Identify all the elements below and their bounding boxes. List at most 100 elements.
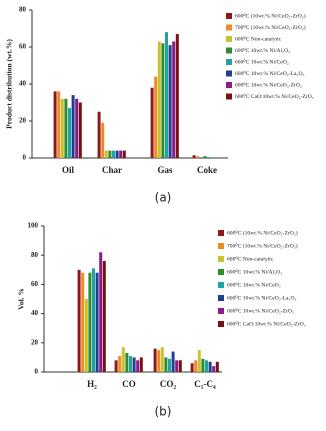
bar — [102, 261, 106, 372]
legend-label: 600⁰C (10wt.% Ni/CeO₂-ZrO₂) — [227, 229, 298, 236]
bar — [190, 363, 194, 372]
bar — [201, 358, 205, 372]
y-tick-label: 80 — [19, 6, 27, 14]
y-axis-label: Vol. % — [17, 288, 26, 310]
bar — [104, 150, 108, 158]
bar — [81, 272, 85, 372]
bar — [60, 98, 64, 158]
legend-label: 700⁰C (10wt.% Ni/CeO₂-ZrO₂) — [227, 242, 298, 249]
bar — [99, 252, 103, 372]
legend-label: 600⁰C 10wt.% Ni/Al₂O₃ — [227, 268, 282, 275]
legend-label: 600⁰C 10wt.% Ni/CeO₂ — [235, 58, 289, 65]
bar — [129, 355, 132, 372]
bar — [192, 155, 196, 158]
bar — [75, 98, 79, 158]
bar — [175, 360, 179, 372]
legend-label: 600⁰C 10wt.% Ni/Al₂O₃ — [235, 47, 290, 54]
bar — [212, 366, 216, 372]
legend-swatch — [218, 282, 224, 288]
bar — [168, 45, 172, 158]
legend-swatch — [226, 47, 232, 54]
bar — [114, 360, 118, 372]
bar — [122, 150, 126, 158]
x-tick-label: H₂ — [87, 379, 97, 389]
legend-label: 600⁰C (10wt.% Ni/CeO₂-ZrO₂) — [235, 12, 306, 19]
bar — [157, 41, 161, 159]
legend-label: 600⁰C CaO:10wt.% Ni/CeO₂-ZrO₂ — [235, 93, 314, 100]
bar — [171, 351, 175, 372]
legend-swatch — [218, 243, 224, 249]
bar — [161, 43, 165, 158]
bar — [64, 98, 68, 158]
legend-label: 700⁰C (10wt.% Ni/CeO₂-ZrO₂) — [235, 24, 306, 31]
y-tick-label: 60 — [31, 280, 39, 288]
legend-swatch — [218, 230, 224, 236]
bar — [139, 357, 143, 372]
legend-swatch — [218, 295, 224, 301]
bar — [160, 347, 164, 372]
legend-label: 600⁰C CaO:10wt.% Ni/CeO₂-ZrO₂ — [227, 320, 306, 327]
x-tick-label: Coke — [197, 165, 217, 175]
legend-swatch — [226, 36, 232, 42]
bar — [154, 76, 158, 158]
bar — [108, 150, 112, 158]
legend-label: 600⁰C 10wt.% Ni/CeO₂-ZrO₂ — [227, 307, 294, 314]
bar — [68, 108, 71, 158]
bar — [175, 34, 179, 158]
bar — [164, 357, 168, 372]
caption: (b) — [155, 405, 172, 419]
legend-swatch — [226, 93, 232, 100]
bar — [125, 353, 129, 372]
bar — [157, 350, 161, 372]
legend-label: 600⁰C 10wt.% Ni/CeO₂-La₂O₃ — [227, 294, 297, 301]
bar — [121, 347, 125, 372]
bar — [53, 91, 57, 158]
y-tick-label: 100 — [28, 222, 39, 230]
legend-label: 600⁰C 10wt.% Ni/CeO₂ — [227, 281, 281, 288]
x-tick-label: CO₂ — [160, 379, 177, 389]
bar — [197, 350, 201, 372]
bar — [172, 41, 176, 159]
bar — [92, 268, 95, 372]
legend-swatch — [218, 321, 224, 327]
legend-swatch — [226, 70, 232, 77]
bar — [119, 150, 123, 158]
bar — [165, 32, 168, 159]
x-tick-label: Oil — [62, 165, 75, 175]
bar — [208, 361, 212, 372]
bar — [136, 360, 140, 372]
bar — [77, 269, 81, 372]
bar — [203, 156, 207, 158]
bar — [178, 360, 182, 372]
y-tick-label: 40 — [19, 80, 27, 88]
y-tick-label: 40 — [31, 309, 39, 317]
legend-label: 600⁰C Non-catalytic — [235, 35, 282, 42]
bar — [95, 272, 99, 372]
bar — [97, 111, 101, 158]
legend-swatch — [218, 256, 224, 262]
bar — [196, 156, 200, 158]
bar — [57, 91, 61, 158]
y-tick-label: 20 — [31, 338, 39, 346]
bar — [168, 358, 171, 372]
legend-swatch — [226, 82, 232, 88]
legend-label: 600⁰C 10wt.% Ni/CeO₂-ZrO₂ — [235, 81, 302, 88]
bar — [101, 122, 105, 158]
bar — [132, 357, 136, 372]
bar — [150, 87, 154, 158]
x-tick-label: C₁-C₄ — [194, 379, 216, 389]
legend-swatch — [226, 24, 232, 31]
bar — [118, 355, 122, 372]
bar — [194, 360, 198, 372]
caption: (a) — [155, 191, 172, 205]
x-tick-label: Gas — [157, 165, 173, 175]
legend-swatch — [226, 59, 232, 65]
y-tick-label: 20 — [19, 117, 27, 125]
bar — [115, 150, 119, 158]
y-tick-label: 60 — [19, 43, 27, 51]
y-tick-label: 0 — [35, 368, 39, 376]
bar — [207, 157, 210, 158]
bar — [153, 348, 157, 372]
bar — [78, 102, 82, 158]
